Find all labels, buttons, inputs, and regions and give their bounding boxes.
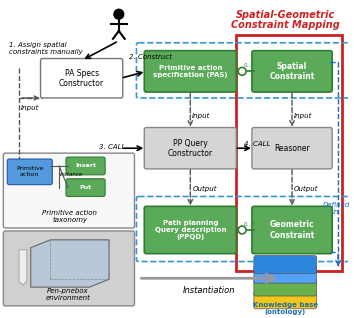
Text: Path planning
Query description
(PPQD): Path planning Query description (PPQD) (155, 220, 226, 240)
FancyBboxPatch shape (3, 153, 135, 228)
Text: Spatial
Constraint: Spatial Constraint (269, 62, 315, 81)
Text: PA Specs
Constructor: PA Specs Constructor (59, 69, 104, 88)
FancyBboxPatch shape (252, 206, 332, 254)
Text: 1. Assign spatial
constraints manually: 1. Assign spatial constraints manually (9, 42, 83, 55)
Bar (236, 35, 342, 271)
Text: 0...*: 0...* (244, 222, 256, 227)
FancyBboxPatch shape (254, 291, 316, 309)
Text: Instantiation: Instantiation (183, 286, 235, 294)
FancyBboxPatch shape (144, 128, 236, 169)
Text: Primitive
action: Primitive action (16, 166, 44, 177)
FancyBboxPatch shape (66, 179, 105, 197)
FancyBboxPatch shape (252, 51, 332, 92)
Text: Output: Output (294, 185, 319, 192)
Text: Reasoner: Reasoner (274, 144, 310, 153)
Text: Knowledge base
(ontology): Knowledge base (ontology) (253, 302, 318, 315)
FancyBboxPatch shape (66, 157, 105, 175)
Text: Input: Input (21, 105, 39, 111)
FancyBboxPatch shape (254, 278, 316, 296)
Circle shape (238, 226, 246, 234)
FancyBboxPatch shape (254, 256, 316, 273)
Text: PP Query
Constructor: PP Query Constructor (168, 139, 213, 158)
FancyBboxPatch shape (3, 231, 135, 306)
Text: Geometric
Constraint: Geometric Constraint (269, 220, 315, 240)
Text: Input: Input (192, 113, 211, 119)
FancyBboxPatch shape (7, 159, 52, 185)
Text: Spatial-Geometric: Spatial-Geometric (235, 10, 335, 20)
Text: Put: Put (80, 185, 92, 190)
Text: Insert: Insert (75, 163, 96, 169)
Text: Output: Output (192, 185, 217, 192)
Polygon shape (31, 240, 109, 287)
Text: 2. Construct: 2. Construct (129, 53, 172, 59)
Text: ✦: ✦ (118, 10, 119, 12)
Text: 4. CALL: 4. CALL (244, 141, 270, 147)
Text: Pen-pnebox
environment: Pen-pnebox environment (46, 287, 90, 301)
Circle shape (238, 67, 246, 75)
FancyBboxPatch shape (144, 206, 236, 254)
FancyBboxPatch shape (41, 59, 123, 98)
Text: 3. CALL: 3. CALL (99, 144, 126, 150)
FancyBboxPatch shape (254, 266, 316, 283)
FancyBboxPatch shape (252, 128, 332, 169)
Text: Defined
in: Defined in (322, 202, 350, 215)
Text: instance: instance (60, 172, 83, 177)
Polygon shape (19, 250, 27, 285)
Text: Primitive action
taxonomy: Primitive action taxonomy (42, 210, 97, 223)
Text: Input: Input (294, 113, 312, 119)
Text: Primitive action
specification (PAS): Primitive action specification (PAS) (153, 65, 228, 78)
Text: Constraint Mapping: Constraint Mapping (231, 20, 339, 30)
FancyBboxPatch shape (144, 51, 236, 92)
Text: 0...*: 0...* (244, 63, 256, 68)
Circle shape (114, 9, 124, 19)
